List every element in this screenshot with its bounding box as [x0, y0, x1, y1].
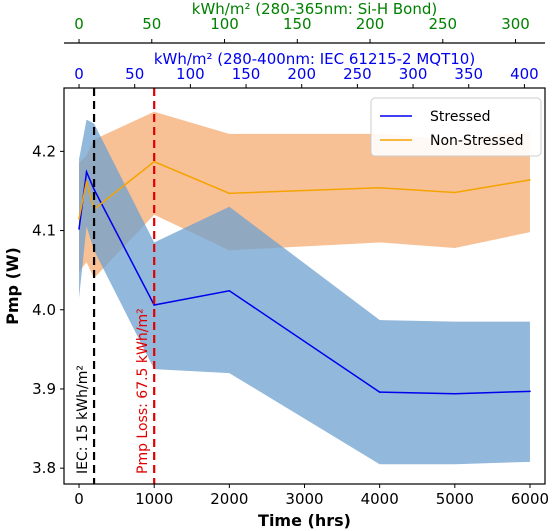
top-axis-tick-label: 300 [501, 15, 530, 33]
vline-label-0: IEC: 15 kWh/m² [75, 365, 91, 474]
data-point-stressed [529, 390, 531, 393]
y-axis: 3.8 3.9 4.0 4.1 4.2 [32, 142, 64, 477]
data-point-stressed [85, 171, 88, 173]
top-axis-tick-label: 0 [74, 65, 84, 83]
x-tick-label: 6000 [511, 490, 549, 508]
y-tick-label: 3.9 [32, 380, 56, 398]
data-point-stressed [78, 228, 80, 230]
data-point-stressed [153, 304, 155, 306]
y-tick-label: 4.2 [32, 142, 56, 160]
data-point-non-stressed [228, 192, 231, 195]
top-axis-tick-label: 250 [428, 15, 457, 33]
data-point-non-stressed [378, 186, 381, 189]
top-axis-tick-label: 50 [125, 65, 144, 83]
band-stressed [79, 119, 530, 465]
reference-lines: IEC: 15 kWh/m² Pmp Loss: 67.5 kWh/m² [75, 88, 156, 484]
top-axis-tick-label: 150 [232, 65, 261, 83]
x-tick-label: 3000 [285, 490, 323, 508]
data-point-stressed [378, 391, 381, 393]
x-tick-label: 5000 [436, 490, 474, 508]
top-axis-tick-label: 200 [356, 15, 385, 33]
top-axis-tick-label: 350 [454, 65, 483, 83]
legend-box [370, 97, 542, 157]
legend: Stressed Non-Stressed [370, 97, 542, 157]
y-axis-title: Pmp (W) [3, 247, 22, 325]
series-line-stressed [78, 169, 530, 395]
data-point-stressed [228, 289, 231, 292]
data-point-non-stressed [78, 217, 80, 220]
x-tick-label: 1000 [135, 490, 173, 508]
y-tick-label: 3.8 [32, 459, 56, 477]
top-axis-title: kWh/m² (280-365nm: Si-H Bond) [192, 0, 437, 18]
top-axes: 0 50 100 150 200 250 300 kWh/m² (280-365nm: Si-… [64, 0, 545, 88]
top-axis-tick-label: 50 [142, 15, 161, 33]
y-tick-label: 4.0 [32, 301, 56, 319]
series-lines [78, 160, 531, 395]
data-point-non-stressed [85, 180, 88, 183]
top-axis-tick-label: 100 [210, 15, 239, 33]
top-axis-tick-label: 0 [74, 15, 84, 33]
data-point-non-stressed [454, 191, 456, 194]
top-axis-tick-label: 250 [343, 65, 372, 83]
top-axis-tick-label: 150 [283, 15, 312, 33]
top-axis-title: kWh/m² (280-400nm: IEC 61215-2 MQT10) [154, 50, 475, 68]
x-tick-label: 2000 [210, 490, 248, 508]
x-tick-label: 4000 [361, 490, 399, 508]
top-axis-tick-label: 200 [287, 65, 316, 83]
data-point-stressed [454, 392, 456, 395]
x-tick-label: 0 [74, 490, 84, 508]
data-point-stressed [93, 188, 95, 191]
x-axis-title: Time (hrs) [258, 511, 351, 530]
top-axis-tick-label: 300 [399, 65, 428, 83]
top-axis-tick-label: 400 [510, 65, 539, 83]
legend-label: Stressed [430, 109, 491, 125]
data-point-non-stressed [153, 160, 155, 163]
data-point-non-stressed [529, 179, 531, 181]
legend-label: Non-Stressed [430, 133, 524, 149]
x-axis: 0 1000 2000 3000 4000 5000 6000 [74, 484, 549, 508]
vline-label-1: Pmp Loss: 67.5 kWh/m² [135, 308, 151, 474]
series-line-non-stressed [78, 160, 531, 219]
y-tick-label: 4.1 [32, 222, 56, 240]
top-axis-tick-label: 100 [176, 65, 205, 83]
